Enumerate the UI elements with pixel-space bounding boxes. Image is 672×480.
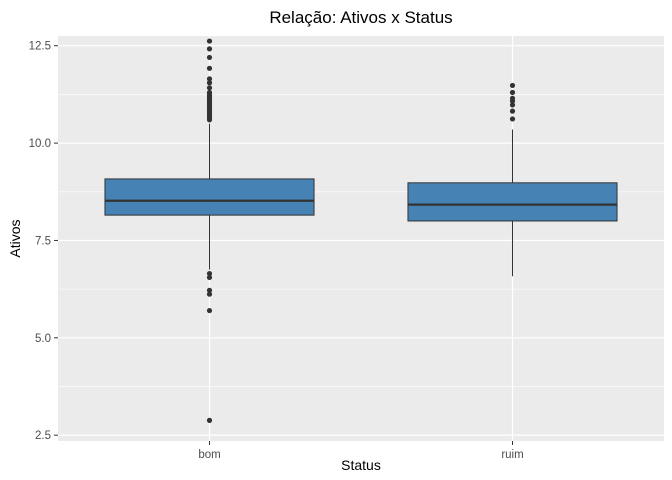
y-axis-title: Ativos (7, 219, 23, 257)
outlier-point (206, 89, 213, 96)
box-bom (104, 38, 315, 423)
outlier-point (206, 270, 213, 277)
axes: 2.5 5.0 7.5 10.0 12.5 bom ruim (29, 41, 524, 461)
outlier-point (206, 291, 213, 297)
outlier-point (206, 80, 213, 86)
y-tick-label: 2.5 (35, 430, 51, 442)
plot-panel (58, 36, 664, 441)
outlier-point (206, 76, 213, 82)
outlier-point (206, 85, 213, 91)
outlier-point (509, 95, 516, 101)
outlier-point (206, 38, 213, 44)
y-tick-label: 12.5 (29, 41, 51, 53)
outlier-point (206, 417, 213, 423)
outlier-point (509, 108, 516, 114)
outlier-point (509, 102, 516, 108)
outlier-point (206, 54, 213, 61)
outlier-point (206, 274, 213, 281)
x-tick-label: bom (198, 449, 220, 461)
x-axis-title: Status (341, 457, 381, 473)
y-tick-label: 5.0 (35, 333, 51, 345)
chart-title: Relação: Ativos x Status (269, 8, 452, 27)
outlier-point (509, 116, 516, 122)
box-ruim (407, 82, 618, 277)
y-tick-label: 10.0 (29, 138, 51, 150)
outlier-point (206, 65, 213, 71)
x-tick-label: ruim (501, 449, 523, 461)
outlier-point (206, 307, 213, 314)
box-body (407, 182, 618, 222)
outlier-point (206, 46, 213, 52)
outlier-point (509, 89, 516, 96)
outlier-point (206, 287, 213, 293)
boxes (104, 38, 618, 423)
outlier-point (509, 82, 516, 89)
y-tick-label: 7.5 (35, 235, 51, 247)
box-body (104, 178, 315, 216)
